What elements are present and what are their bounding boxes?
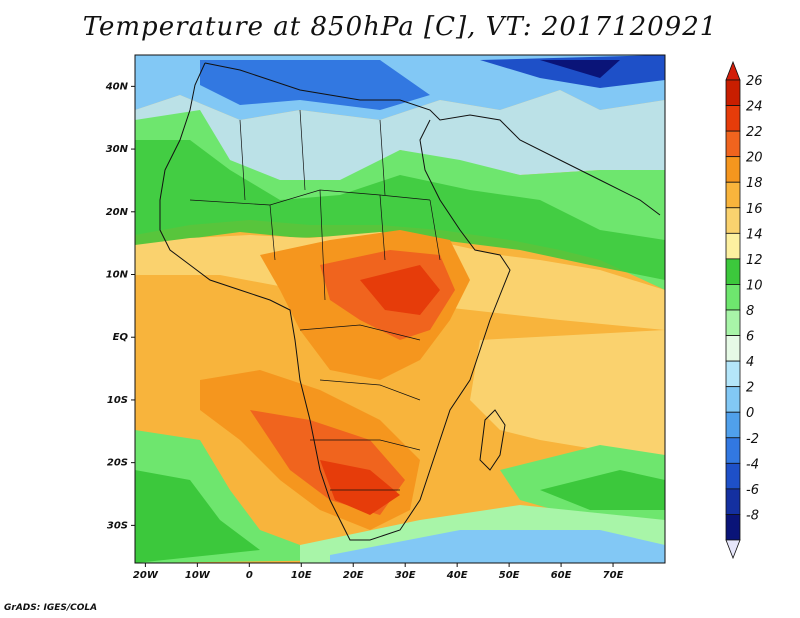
colorbar-under-arrow — [725, 539, 741, 560]
coastlines — [159, 62, 661, 541]
colorbar-swatch — [725, 360, 741, 388]
colorbar-label: 24 — [746, 100, 763, 115]
colorbar-swatch — [725, 386, 741, 413]
lon-tick-label: 20W — [133, 570, 159, 581]
lat-tick-label: 10S — [107, 395, 128, 406]
colorbar-label: -6 — [746, 483, 759, 498]
colorbar-swatch — [725, 232, 741, 260]
colorbar-swatch — [725, 181, 741, 209]
lat-tick-label: 40N — [105, 81, 129, 92]
lat-tick-label: 20S — [107, 458, 128, 469]
colorbar-label: 22 — [746, 125, 763, 140]
colorbar-label: 26 — [746, 74, 763, 89]
colorbar-label: 12 — [746, 253, 763, 268]
colorbar-label: -4 — [746, 457, 759, 472]
colorbar-swatch — [725, 156, 741, 183]
map-title: Temperature at 850hPa [C], VT: 201712092… — [82, 12, 718, 42]
plot-frame — [134, 54, 666, 564]
lon-tick-label: 0 — [246, 570, 253, 581]
lat-tick-label: 30S — [107, 520, 128, 531]
colorbar-label: 4 — [746, 355, 754, 370]
lon-tick-label: 30E — [395, 570, 416, 581]
lon-tick-label: 60E — [551, 570, 572, 581]
lon-tick-label: 10E — [291, 570, 312, 581]
colorbar-swatch — [725, 462, 741, 490]
colorbar-label: 10 — [746, 278, 763, 293]
colorbar-label: 2 — [746, 381, 754, 396]
colorbar-label: 20 — [746, 151, 763, 166]
colorbar-swatch — [725, 105, 741, 132]
lat-tick-label: EQ — [113, 332, 129, 343]
colorbar-label: 8 — [746, 304, 754, 319]
colorbar-swatch — [725, 411, 741, 439]
longitude-axis: 20W 10W 0 10E 20E 30E 40E 50E 60E 70E — [133, 563, 624, 581]
colorbar-label: -2 — [746, 432, 759, 447]
credit-text: GrADS: IGES/COLA — [4, 603, 98, 613]
colorbar-swatch — [725, 207, 741, 234]
latitude-axis: 40N 30N 20N 10N EQ 10S 20S 30S — [105, 81, 135, 531]
lon-tick-label: 40E — [446, 570, 468, 581]
colorbar-swatch — [725, 514, 741, 541]
country-borders — [189, 109, 441, 491]
lat-tick-label: 10N — [106, 270, 129, 281]
lon-tick-label: 20E — [343, 570, 364, 581]
lon-tick-label: 50E — [499, 570, 520, 581]
colorbar-swatch — [725, 79, 741, 106]
colorbar-over-arrow — [725, 60, 741, 81]
lat-tick-label: 30N — [106, 144, 129, 155]
temperature-field — [135, 55, 665, 563]
colorbar-label: 16 — [746, 202, 763, 217]
colorbar-swatch — [725, 130, 741, 158]
colorbar-swatch — [725, 488, 741, 515]
colorbar-label: 6 — [746, 330, 754, 345]
colorbar-swatch — [725, 437, 741, 464]
colorbar-label: -8 — [746, 508, 759, 523]
colorbar-label: 14 — [746, 227, 763, 242]
colorbar-swatch — [725, 309, 741, 336]
colorbar-label: 0 — [746, 406, 754, 421]
lat-tick-label: 20N — [106, 207, 129, 218]
colorbar-label: 18 — [746, 176, 763, 191]
lon-tick-label: 70E — [603, 570, 624, 581]
colorbar-swatch — [725, 335, 741, 362]
colorbar-swatch — [725, 284, 741, 311]
lon-tick-label: 10W — [185, 570, 211, 581]
colorbar-swatch — [725, 258, 741, 285]
